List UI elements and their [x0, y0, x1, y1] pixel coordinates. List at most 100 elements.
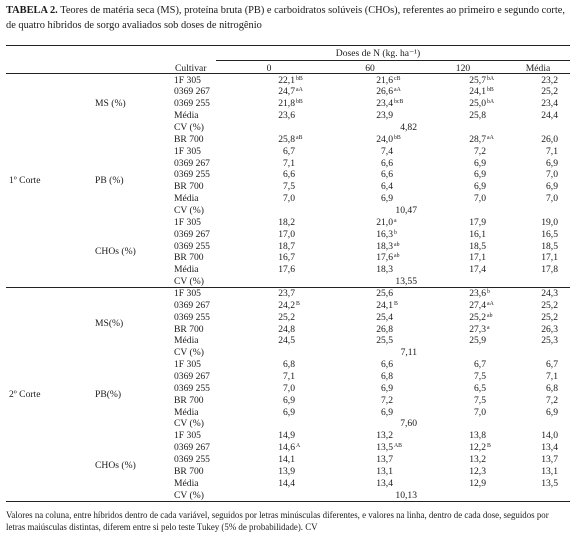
cell-dose-0-value: 7,1	[283, 371, 295, 382]
cell-dose-0-value: 21,8	[278, 98, 295, 110]
cell-dose-120-value: 17,9	[469, 216, 486, 228]
cell-dose-120: 6,9	[426, 158, 486, 169]
cell-media: 25,2	[541, 86, 558, 98]
cell-dose-0: 25,2	[235, 312, 295, 323]
cell-dose-120-value: 12,3	[469, 465, 486, 477]
cell-dose-60-value: 23,9	[376, 110, 393, 122]
cell-dose-60: 23,9	[333, 110, 393, 121]
cell-dose-60-value: 13,2	[376, 430, 393, 442]
row-cultivar: 1F 305	[174, 145, 201, 157]
cell-dose-60-value: 6,6	[381, 359, 393, 371]
cell-dose-120-value: 7,5	[474, 394, 486, 406]
cell-dose-0-value: 17,6	[278, 264, 295, 276]
cell-dose-0-value: 7,1	[283, 157, 295, 169]
cell-dose-60-value: 6,9	[381, 193, 393, 205]
cell-dose-120-value: 27,4	[469, 299, 486, 311]
cell-dose-60-value: 6,6	[381, 169, 393, 181]
cell-dose-60-value: 21,0	[376, 216, 393, 228]
cell-dose-0-value: 18,2	[278, 216, 295, 228]
row-cultivar: 1F 305	[174, 359, 201, 371]
cell-dose-120: 12,3	[426, 466, 486, 477]
cell-dose-120: 7,2	[426, 146, 486, 157]
cell-dose-60: 16,3b	[376, 228, 397, 240]
cell-cv: 4,82	[400, 121, 417, 133]
cell-dose-120-value: 25,7	[469, 74, 486, 86]
cell-media: 19,0	[541, 216, 558, 228]
corte-separator-rule	[6, 286, 570, 288]
row-cultivar: 0369 255	[174, 169, 210, 181]
table-caption: TABELA 2. Teores de matéria seca (MS), p…	[6, 4, 572, 33]
cell-dose-0: 6,6	[235, 169, 295, 180]
cell-dose-120: 7,5	[426, 395, 486, 406]
variable-label: MS (%)	[95, 98, 126, 110]
cell-media: 13,4	[541, 442, 558, 454]
row-cultivar: Média	[174, 193, 199, 205]
cell-dose-60-value: 6,4	[381, 181, 393, 193]
cell-dose-60: 13,2	[333, 430, 393, 441]
cell-dose-0-value: 24,8	[278, 323, 295, 335]
cell-dose-0: 14,9	[235, 430, 295, 441]
cell-dose-120-value: 17,4	[469, 264, 486, 276]
cell-dose-60-value: 24,0	[376, 133, 393, 145]
cell-dose-0-value: 14,6	[278, 442, 295, 454]
cell-media: 25,2	[541, 299, 558, 311]
cell-dose-60: 6,6	[333, 158, 393, 169]
header-cultivar: Cultivar	[175, 62, 207, 74]
cell-dose-60-value: 13,7	[376, 454, 393, 466]
cell-dose-60-value: 23,4	[376, 98, 393, 110]
cell-dose-60-value: 6,9	[381, 406, 393, 418]
cell-dose-0-value: 7,5	[283, 181, 295, 193]
cell-dose-120: 13,8	[426, 430, 486, 441]
header-doses: Doses de N (kg. ha⁻¹)	[335, 47, 421, 59]
caption-text: Teores de matéria seca (MS), proteína br…	[6, 5, 565, 31]
cell-dose-0-value: 22,1	[278, 74, 295, 86]
cell-dose-0: 18,2	[235, 217, 295, 228]
cell-media: 7,1	[546, 145, 558, 157]
cell-dose-120: 17,1	[426, 252, 486, 263]
row-cultivar: Média	[174, 264, 199, 276]
cell-dose-60-value: 21,6	[376, 74, 393, 86]
cell-media: 13,1	[541, 465, 558, 477]
cell-dose-0-value: 7,0	[283, 382, 295, 394]
row-cultivar: 0369 267	[174, 299, 210, 311]
cell-dose-120: 6,9	[426, 181, 486, 192]
cell-dose-120: 6,5	[426, 383, 486, 394]
row-cultivar: 0369 267	[174, 442, 210, 454]
cell-dose-0: 18,7	[235, 241, 295, 252]
cell-dose-0: 24,5	[235, 335, 295, 346]
row-cultivar: 0369 267	[174, 157, 210, 169]
cell-dose-60: 6,8	[333, 371, 393, 382]
cell-cv: 10,47	[395, 204, 417, 216]
row-cultivar: 1F 305	[174, 430, 201, 442]
cell-dose-0-value: 24,5	[278, 335, 295, 347]
cell-dose-120-value: 18,5	[469, 240, 486, 252]
cell-dose-120-value: 6,9	[474, 169, 486, 181]
cell-dose-60-value: 6,8	[381, 371, 393, 382]
cell-dose-120-value: 12,9	[469, 477, 486, 489]
cell-media: 6,9	[546, 181, 558, 193]
cell-dose-120-value: 24,1	[469, 86, 486, 98]
cell-media: 23,4	[541, 98, 558, 110]
cell-media: 17,8	[541, 264, 558, 276]
cell-dose-60: 7,2	[333, 395, 393, 406]
cell-media: 6,8	[546, 382, 558, 394]
table-footnote: Valores na coluna, entre híbridos dentro…	[6, 510, 549, 532]
cell-dose-0-value: 25,2	[278, 311, 295, 323]
cell-dose-0: 17,0	[235, 229, 295, 240]
cell-dose-60-value: 7,2	[381, 394, 393, 406]
cell-dose-120-value: 25,9	[469, 335, 486, 347]
cell-dose-0: 7,5	[235, 181, 295, 192]
cell-dose-0-value: 14,9	[278, 430, 295, 442]
cell-dose-60: 13,1	[333, 466, 393, 477]
cell-dose-60-value: 16,3	[376, 228, 393, 240]
cell-dose-120-value: 6,7	[474, 359, 486, 371]
cell-dose-60: 6,6	[333, 359, 393, 370]
cell-dose-120-value: 13,2	[469, 454, 486, 466]
cell-dose-120-value: 6,9	[474, 181, 486, 193]
cell-dose-60: 21,0a	[376, 216, 397, 228]
cell-dose-0: 7,0	[235, 193, 295, 204]
cell-media: 24,3	[541, 287, 558, 299]
cell-dose-120-value: 28,7	[469, 133, 486, 145]
variable-label: CHOs (%)	[95, 459, 136, 471]
cell-dose-120: 18,5	[426, 241, 486, 252]
